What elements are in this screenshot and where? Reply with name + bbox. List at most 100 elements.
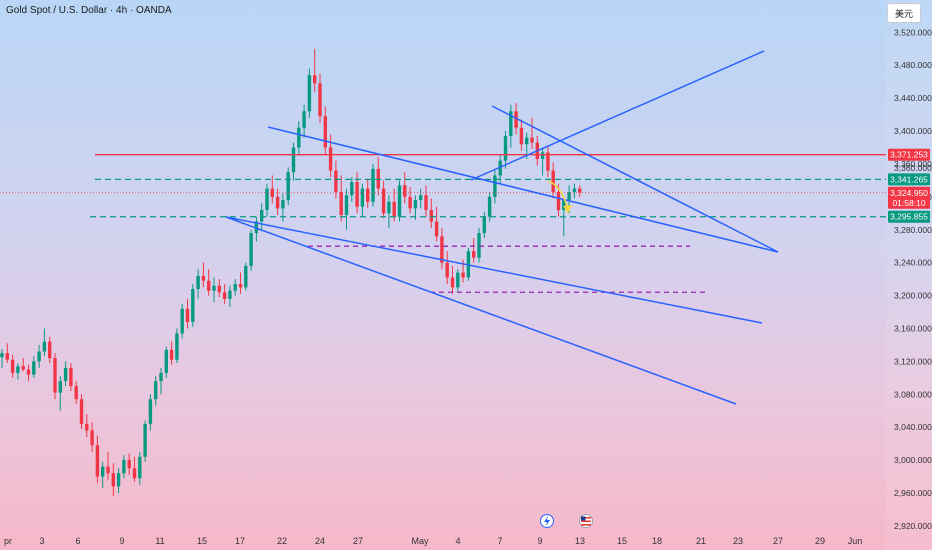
candle-body [53, 358, 57, 393]
candle-body [143, 423, 147, 457]
y-tick-label: 3,360.000 [894, 159, 932, 169]
candle-body [493, 175, 497, 197]
candle-body [556, 191, 561, 211]
candle-body [302, 111, 306, 128]
candle [260, 203, 264, 232]
candle-body [472, 251, 476, 258]
currency-button[interactable]: 美元 [887, 3, 921, 23]
candle [270, 175, 274, 204]
candle [366, 178, 370, 209]
candle-body [191, 288, 195, 322]
y-tick-label: 3,040.000 [894, 422, 932, 432]
candle [48, 336, 52, 364]
candle-body [101, 466, 105, 477]
candle-body [413, 200, 418, 209]
y-tick-label-partial: 3,360.000 [894, 163, 932, 173]
candle [440, 228, 444, 270]
candle-body [132, 468, 137, 479]
x-tick-label: 29 [815, 536, 825, 546]
price-label-box [888, 173, 930, 186]
candle-body [387, 201, 391, 214]
middle-channel-line [225, 216, 763, 324]
x-tick-label: 6 [75, 536, 80, 546]
candle [191, 284, 195, 327]
candle [26, 364, 31, 382]
candle-body [525, 137, 529, 145]
candle [180, 303, 184, 339]
candle-body [180, 308, 184, 334]
candle [95, 435, 100, 484]
candle [138, 451, 142, 485]
candle-body [456, 272, 460, 288]
candle [328, 134, 333, 178]
price-label: 3,341.265 [888, 173, 930, 186]
countdown-text: 01:58:10 [892, 198, 925, 208]
candle-body [185, 308, 190, 322]
candle-body [85, 423, 89, 431]
candle [578, 185, 582, 197]
candle [482, 211, 486, 238]
rising-trend-line [470, 50, 765, 181]
candle [291, 142, 296, 181]
candle-body [344, 195, 349, 215]
candle [63, 361, 68, 387]
candle-body [397, 185, 402, 217]
candle-body [175, 333, 179, 360]
candle [143, 420, 147, 462]
candle-body [154, 381, 158, 400]
candle [419, 188, 423, 209]
candle-body [244, 265, 248, 288]
candle [222, 284, 227, 304]
candle [540, 147, 545, 176]
candle-body [164, 349, 168, 373]
x-tick-label: 3 [39, 536, 44, 546]
candle [90, 422, 94, 452]
candle [493, 170, 497, 204]
candle-body [339, 191, 343, 215]
candle [32, 356, 36, 378]
candle [313, 48, 317, 92]
candle [408, 186, 412, 214]
candle-body [503, 135, 508, 161]
candle-body [42, 341, 47, 352]
candle-body [106, 466, 110, 474]
y-tick-label: 3,520.000 [894, 27, 932, 37]
candle [450, 265, 455, 294]
candle-body [408, 196, 412, 209]
x-tick-label: May [411, 536, 429, 546]
candle-body [498, 160, 502, 176]
candle [233, 279, 237, 296]
candle [530, 117, 534, 150]
candle [381, 180, 386, 219]
candle-body [328, 147, 333, 171]
candle-body [138, 456, 142, 479]
candle [376, 157, 380, 196]
price-label: 3,295.855 [888, 210, 930, 223]
x-tick-label: 21 [696, 536, 706, 546]
candle-body [249, 233, 253, 266]
candle-body [260, 210, 264, 222]
x-tick-label: 9 [119, 536, 124, 546]
candle-body [69, 367, 73, 387]
candle [238, 272, 243, 294]
x-tick-label: 27 [353, 536, 363, 546]
candle-body [111, 473, 115, 487]
y-tick-label: 3,440.000 [894, 93, 932, 103]
x-tick-label: 23 [733, 536, 743, 546]
price-scale[interactable] [886, 0, 932, 550]
candle-body [286, 172, 290, 201]
candle-body [228, 290, 232, 299]
x-tick-label: 13 [575, 536, 585, 546]
candle-body [63, 367, 68, 382]
candle-body [127, 460, 131, 469]
candle-body [222, 292, 227, 299]
candle-body [281, 200, 285, 209]
candle-body [270, 188, 274, 197]
candle [397, 180, 402, 222]
y-tick-label: 3,000.000 [894, 455, 932, 465]
candle-body [323, 116, 327, 148]
candle [21, 358, 25, 372]
